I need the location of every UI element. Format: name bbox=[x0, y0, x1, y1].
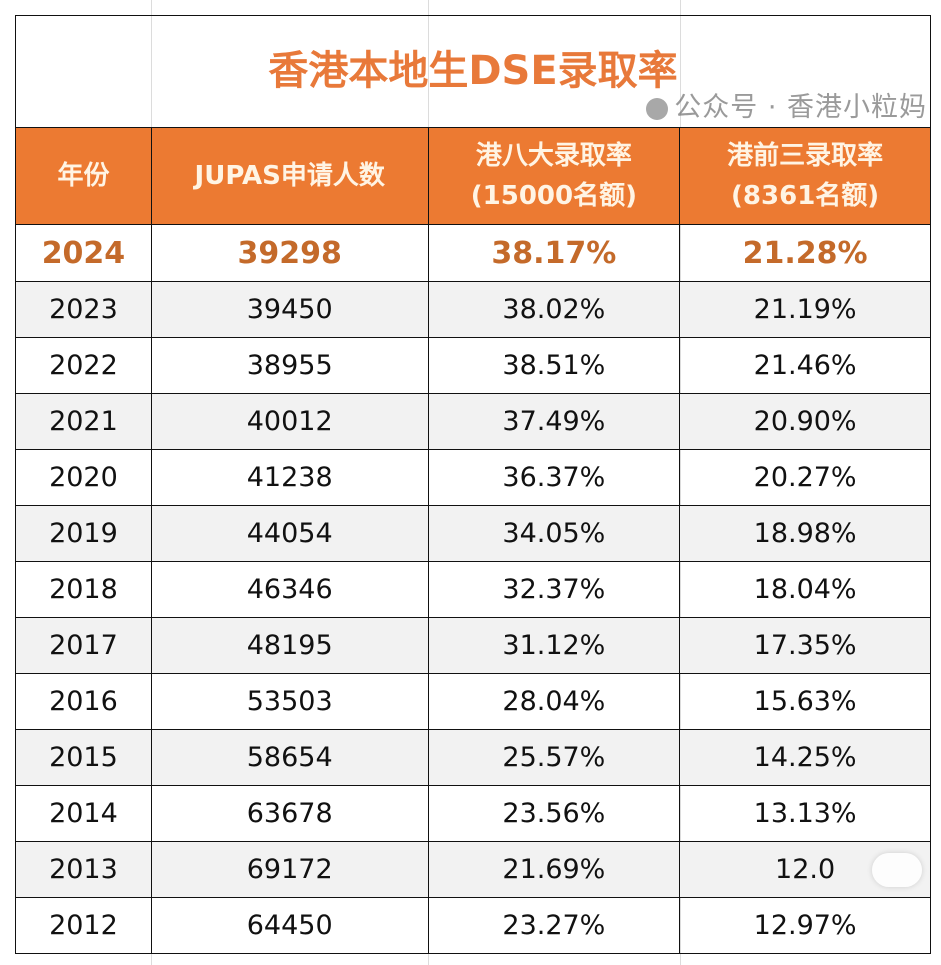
cell-top3: 21.19% bbox=[679, 281, 931, 338]
cell-applicants: 63678 bbox=[150, 785, 429, 842]
cell-top8: 23.56% bbox=[427, 785, 681, 842]
cell-top3: 18.04% bbox=[679, 561, 931, 618]
table-title: 香港本地生DSE录取率 bbox=[15, 15, 931, 128]
header-applicants: JUPAS申请人数 bbox=[150, 127, 429, 225]
header-top3: 港前三录取率 (8361名额) bbox=[679, 127, 931, 225]
table-row: 2021 40012 37.49% 20.90% bbox=[15, 393, 931, 450]
cell-top8: 38.17% bbox=[427, 224, 681, 282]
cell-applicants: 40012 bbox=[150, 393, 429, 450]
cell-year: 2018 bbox=[15, 561, 152, 618]
cell-applicants: 39450 bbox=[150, 281, 429, 338]
cell-applicants: 39298 bbox=[150, 224, 429, 282]
cell-year: 2014 bbox=[15, 785, 152, 842]
cell-top8: 38.02% bbox=[427, 281, 681, 338]
cell-applicants: 69172 bbox=[150, 841, 429, 898]
header-row: 年份 JUPAS申请人数 港八大录取率 (15000名额) 港前三录取率 (8361… bbox=[15, 127, 931, 225]
header-top8-label: 港八大录取率 bbox=[475, 141, 632, 171]
cell-top3: 12.0 bbox=[679, 841, 931, 898]
cell-top3: 13.13% bbox=[679, 785, 931, 842]
overlay-badge bbox=[872, 853, 922, 887]
cell-year: 2016 bbox=[15, 673, 152, 730]
table-row: 2018 46346 32.37% 18.04% bbox=[15, 561, 931, 618]
cell-year: 2015 bbox=[15, 729, 152, 786]
header-year: 年份 bbox=[15, 127, 152, 225]
table-row: 2016 53503 28.04% 15.63% bbox=[15, 673, 931, 730]
header-top8-quota: (15000名额) bbox=[470, 181, 637, 211]
cell-applicants: 53503 bbox=[150, 673, 429, 730]
cell-top8: 34.05% bbox=[427, 505, 681, 562]
cell-top8: 31.12% bbox=[427, 617, 681, 674]
cell-year: 2017 bbox=[15, 617, 152, 674]
cell-applicants: 46346 bbox=[150, 561, 429, 618]
table-row: 2022 38955 38.51% 21.46% bbox=[15, 337, 931, 394]
cell-top3: 12.97% bbox=[679, 897, 931, 954]
cell-top3: 20.90% bbox=[679, 393, 931, 450]
cell-top8: 37.49% bbox=[427, 393, 681, 450]
cell-year: 2012 bbox=[15, 897, 152, 954]
cell-top8: 23.27% bbox=[427, 897, 681, 954]
header-top8: 港八大录取率 (15000名额) bbox=[427, 127, 681, 225]
cell-applicants: 44054 bbox=[150, 505, 429, 562]
cell-applicants: 38955 bbox=[150, 337, 429, 394]
table-row: 2015 58654 25.57% 14.25% bbox=[15, 729, 931, 786]
cell-top3: 21.46% bbox=[679, 337, 931, 394]
cell-applicants: 41238 bbox=[150, 449, 429, 506]
table-row: 2017 48195 31.12% 17.35% bbox=[15, 617, 931, 674]
table-row: 2020 41238 36.37% 20.27% bbox=[15, 449, 931, 506]
cell-top3: 14.25% bbox=[679, 729, 931, 786]
cell-year: 2013 bbox=[15, 841, 152, 898]
header-top3-quota: (8361名额) bbox=[731, 181, 880, 211]
cell-year: 2022 bbox=[15, 337, 152, 394]
cell-applicants: 64450 bbox=[150, 897, 429, 954]
cell-top3: 15.63% bbox=[679, 673, 931, 730]
cell-top8: 32.37% bbox=[427, 561, 681, 618]
watermark-text: 公众号 · 香港小粒妈 bbox=[674, 92, 927, 123]
table-row: 2014 63678 23.56% 13.13% bbox=[15, 785, 931, 842]
cell-year: 2021 bbox=[15, 393, 152, 450]
cell-top8: 38.51% bbox=[427, 337, 681, 394]
watermark: 公众号 · 香港小粒妈 bbox=[646, 92, 927, 124]
table-row: 2019 44054 34.05% 18.98% bbox=[15, 505, 931, 562]
cell-top8: 36.37% bbox=[427, 449, 681, 506]
cell-year: 2019 bbox=[15, 505, 152, 562]
cell-year: 2020 bbox=[15, 449, 152, 506]
cell-year: 2023 bbox=[15, 281, 152, 338]
highlight-row: 2024 39298 38.17% 21.28% bbox=[15, 224, 931, 282]
wechat-icon bbox=[646, 97, 669, 120]
table-row: 2013 69172 21.69% 12.0 bbox=[15, 841, 931, 898]
cell-top3: 18.98% bbox=[679, 505, 931, 562]
cell-applicants: 58654 bbox=[150, 729, 429, 786]
cell-year: 2024 bbox=[15, 224, 152, 282]
cell-top8: 28.04% bbox=[427, 673, 681, 730]
cell-top3: 20.27% bbox=[679, 449, 931, 506]
table-row: 2023 39450 38.02% 21.19% bbox=[15, 281, 931, 338]
table-row: 2012 64450 23.27% 12.97% bbox=[15, 897, 931, 954]
dse-admission-table: 香港本地生DSE录取率 年份 JUPAS申请人数 港八大录取率 (15000名额)… bbox=[15, 15, 931, 954]
cell-top8: 25.57% bbox=[427, 729, 681, 786]
cell-top8: 21.69% bbox=[427, 841, 681, 898]
header-top3-label: 港前三录取率 bbox=[727, 141, 884, 171]
cell-top3: 21.28% bbox=[679, 224, 931, 282]
cell-top3: 17.35% bbox=[679, 617, 931, 674]
cell-applicants: 48195 bbox=[150, 617, 429, 674]
